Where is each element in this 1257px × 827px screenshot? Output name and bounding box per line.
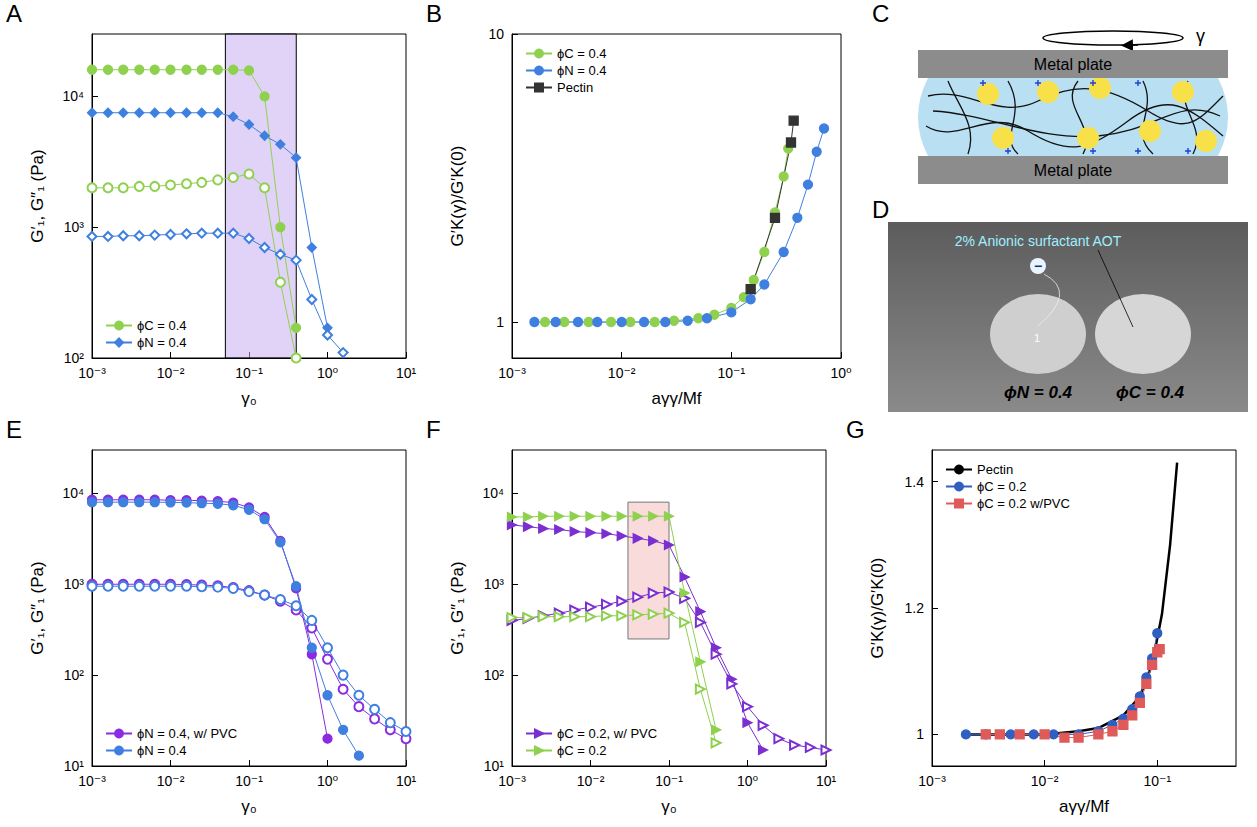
svg-text:10⁻¹: 10⁻¹ (235, 773, 263, 789)
html-text:G: G (846, 416, 865, 443)
svg-text:−: − (1034, 258, 1042, 274)
svg-text:ϕN = 0.4: ϕN = 0.4 (1004, 383, 1073, 402)
svg-text:10⁻³: 10⁻³ (78, 773, 106, 789)
svg-text:G′K(γ)/G′K(0): G′K(γ)/G′K(0) (868, 558, 887, 659)
svg-text:ϕC = 0.2 w/PVC: ϕC = 0.2 w/PVC (977, 496, 1070, 511)
svg-text:aγγ/Mf: aγγ/Mf (651, 389, 701, 408)
svg-text:10²: 10² (484, 667, 505, 683)
svg-text:10⁻³: 10⁻³ (918, 773, 946, 789)
svg-text:10⁰: 10⁰ (317, 773, 339, 789)
svg-text:1: 1 (916, 726, 924, 742)
svg-text:ϕC = 0.4: ϕC = 0.4 (137, 318, 187, 333)
svg-text:10⁻²: 10⁻² (577, 773, 605, 789)
svg-text:1.4: 1.4 (905, 474, 925, 490)
svg-text:G′₁, G″₁ (Pa): G′₁, G″₁ (Pa) (448, 561, 467, 654)
svg-text:10²: 10² (64, 350, 85, 366)
svg-text:γ: γ (1196, 26, 1205, 46)
svg-text:10⁴: 10⁴ (482, 485, 504, 501)
html-text:D: D (872, 196, 890, 223)
svg-text:10³: 10³ (64, 219, 85, 235)
svg-text:aγγ/Mf: aγγ/Mf (1059, 797, 1109, 816)
svg-text:10¹: 10¹ (484, 758, 505, 774)
svg-text:10⁴: 10⁴ (62, 88, 84, 104)
svg-text:G′₁, G″₁ (Pa): G′₁, G″₁ (Pa) (28, 561, 47, 654)
svg-text:ϕC = 0.4: ϕC = 0.4 (557, 46, 607, 61)
svg-text:10: 10 (488, 26, 504, 42)
svg-text:10⁻³: 10⁻³ (498, 773, 526, 789)
svg-text:γ₀: γ₀ (661, 797, 677, 816)
svg-text:10¹: 10¹ (816, 773, 837, 789)
svg-text:10⁴: 10⁴ (62, 485, 84, 501)
svg-text:10⁻³: 10⁻³ (498, 365, 526, 381)
html-text:C: C (872, 0, 890, 27)
svg-text:10⁻¹: 10⁻¹ (235, 365, 263, 381)
svg-text:10⁻¹: 10⁻¹ (655, 773, 683, 789)
svg-text:ϕN = 0.4: ϕN = 0.4 (137, 335, 187, 350)
svg-text:1.2: 1.2 (905, 600, 925, 616)
svg-text:1: 1 (1034, 332, 1040, 344)
svg-text:2% Anionic surfactant AOT: 2% Anionic surfactant AOT (955, 233, 1122, 249)
svg-text:ϕC = 0.2, w/ PVC: ϕC = 0.2, w/ PVC (557, 726, 657, 741)
svg-text:Pectin: Pectin (557, 80, 593, 95)
svg-text:Metal plate: Metal plate (1034, 162, 1112, 179)
svg-text:10⁰: 10⁰ (737, 773, 759, 789)
svg-text:10³: 10³ (64, 576, 85, 592)
svg-text:10⁻¹: 10⁻¹ (718, 365, 746, 381)
svg-text:10⁻²: 10⁻² (157, 773, 185, 789)
svg-text:G′₁, G″₁ (Pa): G′₁, G″₁ (Pa) (28, 149, 47, 242)
svg-text:10⁰: 10⁰ (830, 365, 852, 381)
svg-text:10¹: 10¹ (396, 773, 417, 789)
svg-text:10⁰: 10⁰ (317, 365, 339, 381)
svg-text:ϕC = 0.4: ϕC = 0.4 (1116, 383, 1185, 402)
svg-text:10⁻²: 10⁻² (157, 365, 185, 381)
svg-text:γ₀: γ₀ (241, 797, 257, 816)
html-text:F: F (426, 416, 441, 443)
svg-text:10⁻²: 10⁻² (608, 365, 636, 381)
html-text:A: A (6, 0, 22, 27)
svg-text:10³: 10³ (484, 576, 505, 592)
svg-text:ϕC = 0.2: ϕC = 0.2 (557, 743, 607, 758)
svg-text:10⁻²: 10⁻² (1031, 773, 1059, 789)
svg-text:Pectin: Pectin (977, 462, 1013, 477)
svg-text:G′K(γ)/G′K(0): G′K(γ)/G′K(0) (448, 146, 467, 247)
svg-text:γ₀: γ₀ (241, 389, 257, 408)
svg-text:ϕC = 0.2: ϕC = 0.2 (977, 479, 1027, 494)
svg-text:ϕN = 0.4: ϕN = 0.4 (137, 743, 187, 758)
html-text:E: E (6, 416, 22, 443)
svg-text:ϕN = 0.4, w/ PVC: ϕN = 0.4, w/ PVC (137, 726, 237, 741)
svg-text:10¹: 10¹ (396, 365, 417, 381)
svg-text:10⁻³: 10⁻³ (78, 365, 106, 381)
svg-text:10²: 10² (64, 667, 85, 683)
svg-text:10¹: 10¹ (64, 758, 85, 774)
svg-text:Metal plate: Metal plate (1034, 56, 1112, 73)
html-text:B: B (426, 0, 442, 27)
svg-text:10⁻¹: 10⁻¹ (1143, 773, 1171, 789)
svg-text:1: 1 (496, 314, 504, 330)
svg-text:ϕN = 0.4: ϕN = 0.4 (557, 63, 607, 78)
